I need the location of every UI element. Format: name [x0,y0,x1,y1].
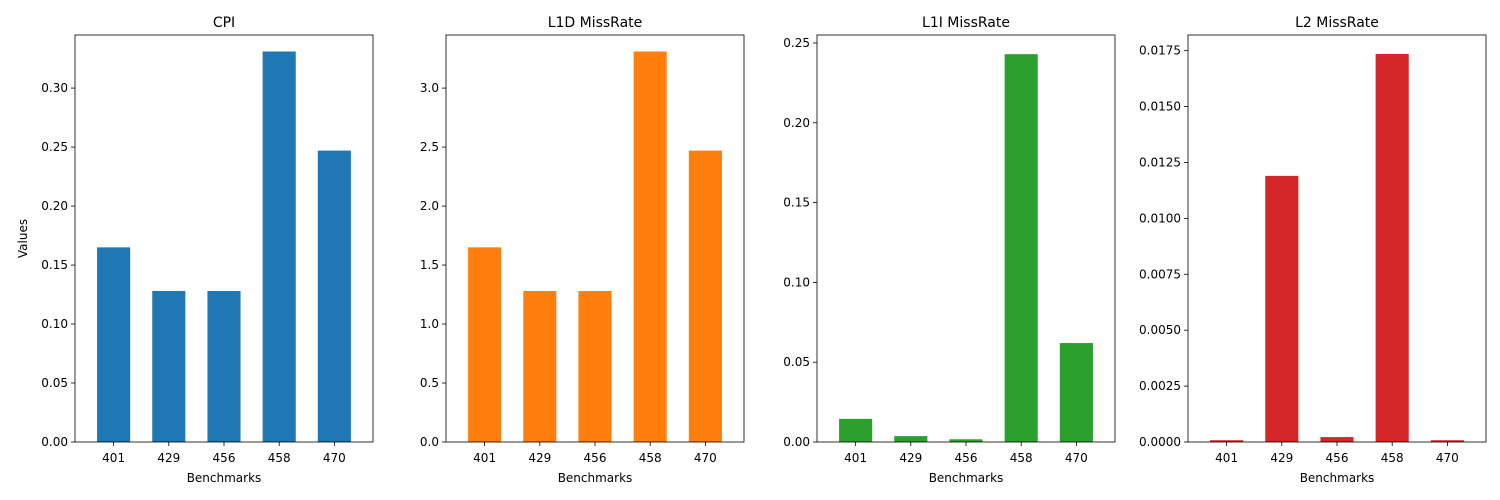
y-tick-label: 0.25 [41,140,68,154]
x-tick-label: 429 [157,451,180,465]
y-tick-label: 0.0000 [1139,435,1181,449]
y-tick-label: 0.0150 [1139,100,1181,114]
bar-429 [894,436,928,442]
y-tick-label: 0.15 [783,196,810,210]
bar-458 [262,51,296,443]
x-tick-label: 401 [473,451,496,465]
y-tick-label: 0.0100 [1139,211,1181,225]
y-tick-label: 0.0075 [1139,267,1181,281]
x-tick-label: 456 [584,451,607,465]
bar-456 [578,291,612,442]
bar-401 [1210,440,1244,442]
subplot-cpi: 0.00 0.05 0.10 0.15 0.20 0.25 0.30 401 429 456 458… [16,15,374,485]
y-tick-label: 0.20 [783,116,810,130]
subplot-l2-missrate: 0.0000 0.0025 0.0050 0.0075 0.0100 0.0125 0.01… [1139,15,1487,485]
y-tick-label: 0.00 [783,435,810,449]
bar-458 [1375,54,1409,442]
x-axis-label: Benchmarks [558,471,633,485]
x-tick-label: 458 [1381,451,1404,465]
x-tick-label: 458 [1010,451,1033,465]
y-tick-label: 0.10 [41,317,68,331]
chart-title: CPI [213,15,235,31]
y-tick-label: 0.25 [783,36,810,50]
x-tick-label: 401 [1215,451,1238,465]
x-tick-label: 429 [1270,451,1293,465]
chart-title: L1D MissRate [548,15,643,31]
x-tick-label: 401 [102,451,125,465]
y-axis-label: Values [16,219,30,258]
chart-title: L1I MissRate [922,15,1010,31]
bar-429 [1265,175,1299,442]
y-tick-label: 0.0050 [1139,323,1181,337]
bar-401 [468,247,502,442]
bar-456 [949,439,983,442]
y-tick-label: 1.5 [420,258,439,272]
y-tick-label: 1.0 [420,317,439,331]
x-tick-label: 456 [955,451,978,465]
bar-401 [839,418,873,442]
x-tick-label: 401 [844,451,867,465]
chart-title: L2 MissRate [1295,15,1379,31]
x-tick-label: 458 [268,451,291,465]
x-axis-label: Benchmarks [1300,471,1375,485]
subplot-l1d-missrate: 0.0 0.5 1.0 1.5 2.0 2.5 3.0 401 429 456 458 470 L1D … [420,15,745,485]
x-axis-label: Benchmarks [187,471,262,485]
x-tick-label: 470 [694,451,717,465]
x-tick-label: 429 [528,451,551,465]
x-tick-label: 429 [899,451,922,465]
bar-470 [317,150,351,443]
y-tick-label: 2.5 [420,140,439,154]
y-tick-label: 0.10 [783,275,810,289]
x-tick-label: 458 [639,451,662,465]
y-tick-label: 0.0175 [1139,44,1181,58]
bar-470 [1430,440,1464,442]
x-tick-label: 470 [323,451,346,465]
y-tick-label: 0.00 [41,435,68,449]
x-tick-label: 456 [213,451,236,465]
y-tick-label: 0.30 [41,81,68,95]
bar-429 [523,291,557,442]
y-tick-label: 0.0 [420,435,439,449]
bar-429 [152,291,186,442]
x-axis-label: Benchmarks [929,471,1004,485]
x-tick-label: 456 [1326,451,1349,465]
y-tick-label: 0.05 [41,376,68,390]
bar-470 [1059,343,1093,442]
subplot-l1i-missrate: 0.00 0.05 0.10 0.15 0.20 0.25 401 429 456 458 470 L… [783,15,1116,485]
x-tick-label: 470 [1436,451,1459,465]
x-tick-label: 470 [1065,451,1088,465]
y-tick-label: 2.0 [420,199,439,213]
y-tick-label: 0.0025 [1139,379,1181,393]
bar-456 [207,291,241,442]
y-tick-label: 0.20 [41,199,68,213]
y-tick-label: 0.5 [420,376,439,390]
bar-456 [1320,437,1354,442]
y-tick-label: 0.05 [783,355,810,369]
y-tick-label: 3.0 [420,81,439,95]
bar-458 [633,51,667,443]
bar-401 [97,247,131,442]
y-tick-label: 0.0125 [1139,155,1181,169]
y-tick-label: 0.15 [41,258,68,272]
bar-470 [688,150,722,443]
bar-458 [1004,54,1038,443]
